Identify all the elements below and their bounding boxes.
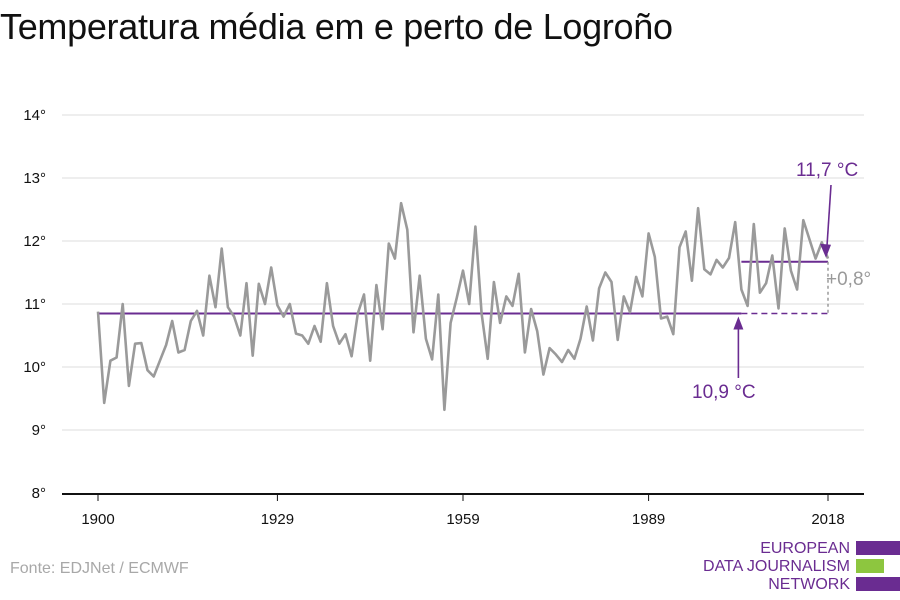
annotations: 10,9 °C 11,7 °C +0,8° [692, 160, 871, 403]
chart-title: Temperatura média em e perto de Logroño [0, 6, 673, 47]
logo-bar-top [856, 541, 900, 555]
logo-line-3: NETWORK [768, 576, 850, 593]
edjnet-logo: EUROPEAN DATA JOURNALISM NETWORK [700, 537, 900, 597]
x-tick-label: 1989 [632, 511, 665, 528]
series-group [96, 201, 830, 412]
x-tick-label: 2018 [811, 511, 844, 528]
early-average-arrowhead [733, 316, 744, 330]
y-axis-ticks: 8° 9° 10° 11° 12° 13° 14° [23, 107, 46, 502]
recent-average-arrow-line [826, 184, 832, 246]
recent-average-arrowhead [820, 243, 831, 258]
x-tick-label: 1900 [81, 511, 114, 528]
grid-lines [62, 114, 864, 431]
logo-bar-bottom [856, 577, 900, 591]
y-tick-label: 10° [23, 359, 46, 376]
y-tick-label: 9° [32, 422, 46, 439]
y-tick-label: 8° [32, 485, 46, 502]
x-tick-label: 1959 [446, 511, 479, 528]
logo-line-1: EUROPEAN [760, 540, 850, 557]
temperature-series-line [96, 201, 830, 412]
recent-average-label: 11,7 °C [796, 160, 858, 181]
logo-line-2: DATA JOURNALISM [703, 558, 850, 575]
difference-label: +0,8° [826, 269, 871, 290]
x-axis-ticks: 1900 1929 1959 1989 2018 [81, 495, 845, 528]
y-tick-label: 13° [23, 170, 46, 187]
y-tick-label: 14° [23, 107, 46, 124]
y-tick-label: 12° [23, 233, 46, 250]
source-note: Fonte: EDJNet / ECMWF [10, 560, 189, 577]
x-tick-label: 1929 [261, 511, 294, 528]
early-average-label: 10,9 °C [692, 382, 756, 403]
y-tick-label: 11° [24, 296, 46, 313]
logo-bar-middle [856, 559, 900, 573]
